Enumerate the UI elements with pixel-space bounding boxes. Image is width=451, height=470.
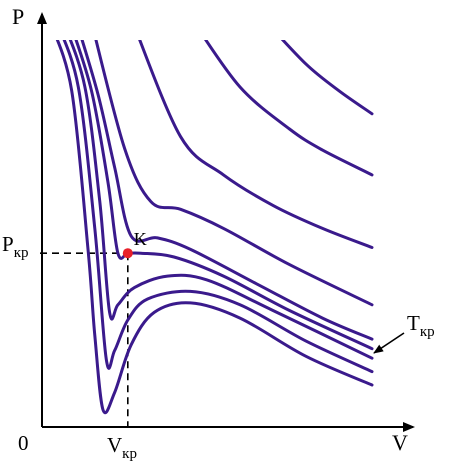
isotherm-line-7 [138, 40, 374, 249]
t-crit-label: Tкр [407, 311, 435, 340]
isotherm-line-5 [80, 40, 374, 341]
v-crit-label: Vкр [107, 433, 137, 462]
p-axis-label: P [12, 4, 24, 29]
v-axis-label: V [392, 430, 408, 455]
isotherm-group [55, 40, 374, 415]
isotherm-line-6 [94, 40, 374, 307]
isotherm-line-3 [68, 40, 374, 360]
p-crit-sub: кр [14, 245, 29, 261]
isotherm-line-9 [280, 40, 374, 116]
t-crit-sub: кр [420, 324, 435, 340]
isotherm-line-8 [204, 40, 374, 177]
p-crit-main: P [2, 232, 14, 256]
critical-isotherm-line [74, 40, 374, 351]
p-crit-label: Pкр [2, 232, 28, 261]
t-crit-pointer-arrow [373, 332, 405, 354]
isotherm-line-1 [55, 40, 374, 415]
v-crit-sub: кр [122, 446, 137, 462]
v-crit-main: V [107, 433, 122, 457]
critical-point-label: K [134, 229, 147, 249]
t-crit-main: T [407, 311, 420, 335]
critical-point-marker [122, 248, 133, 259]
isotherm-line-2 [62, 40, 374, 374]
origin-label: 0 [18, 431, 29, 455]
